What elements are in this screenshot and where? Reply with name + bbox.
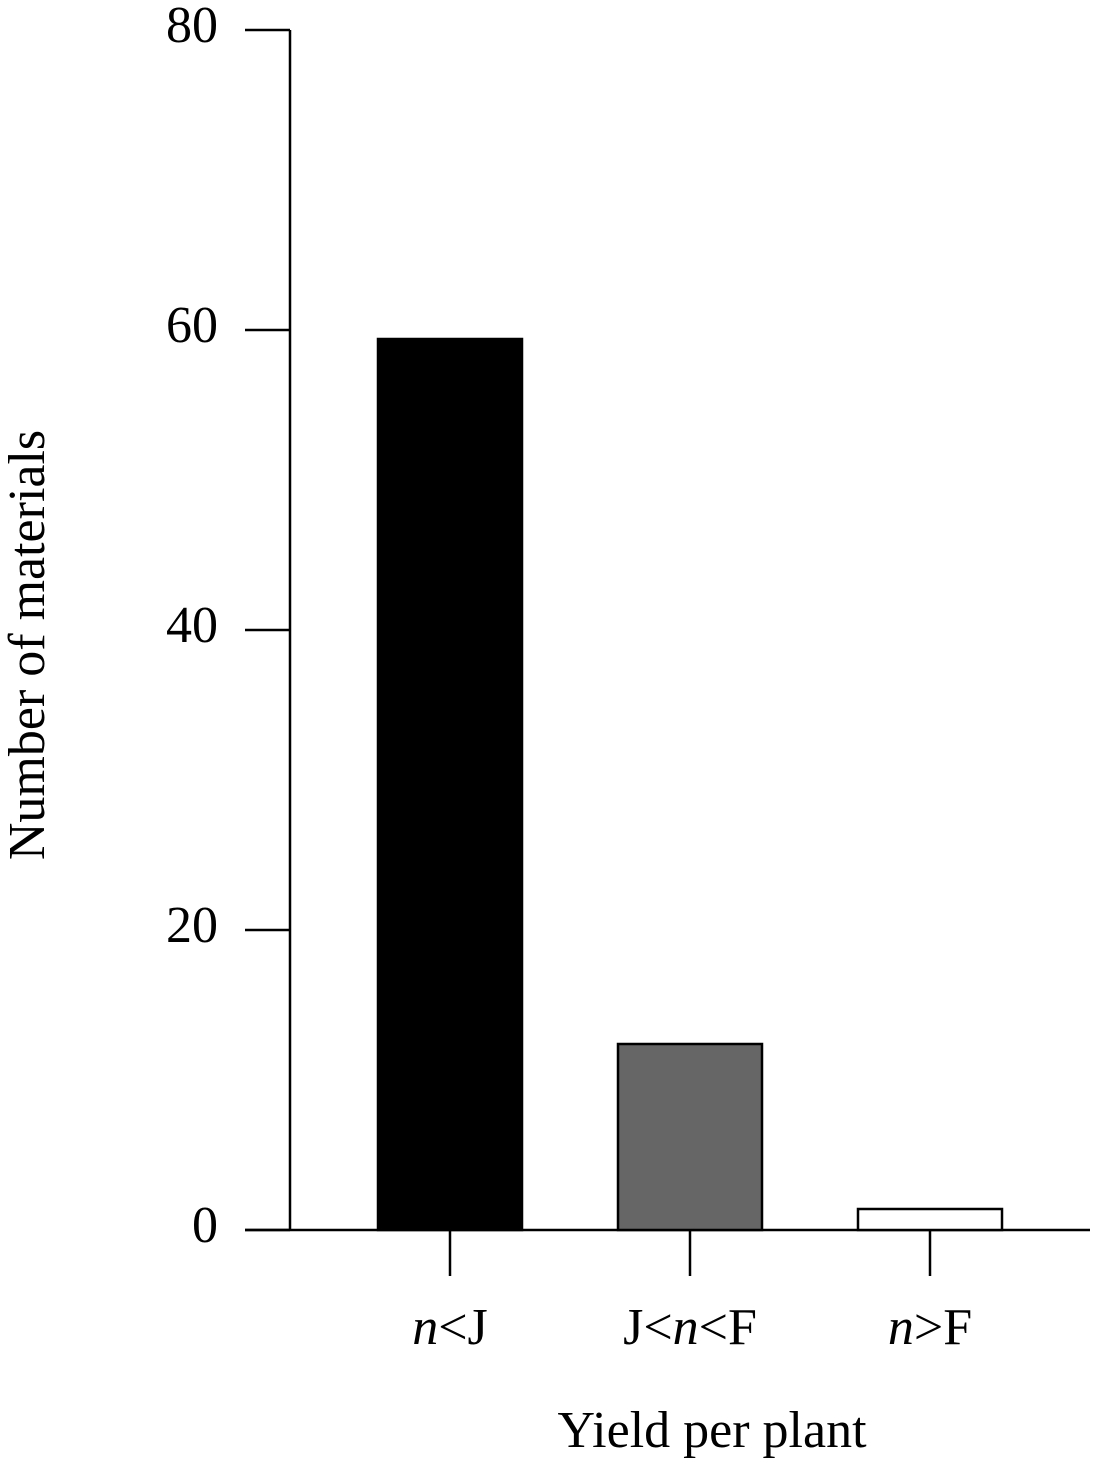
bar (616, 1042, 764, 1232)
y-tick-label: 0 (192, 1197, 218, 1254)
x-tick-label: n>F (888, 1299, 972, 1356)
x-axis-label: Yield per plant (557, 1402, 867, 1459)
y-tick-label: 40 (166, 597, 218, 654)
bar (856, 1207, 1004, 1232)
x-tick-label: J<n<F (623, 1299, 757, 1356)
y-tick-label: 20 (166, 897, 218, 954)
y-tick-label: 80 (166, 0, 218, 54)
y-tick-label: 60 (166, 297, 218, 354)
y-axis-label: Number of materials (0, 430, 56, 860)
x-tick-label: n<J (412, 1299, 488, 1356)
bar (376, 337, 524, 1232)
